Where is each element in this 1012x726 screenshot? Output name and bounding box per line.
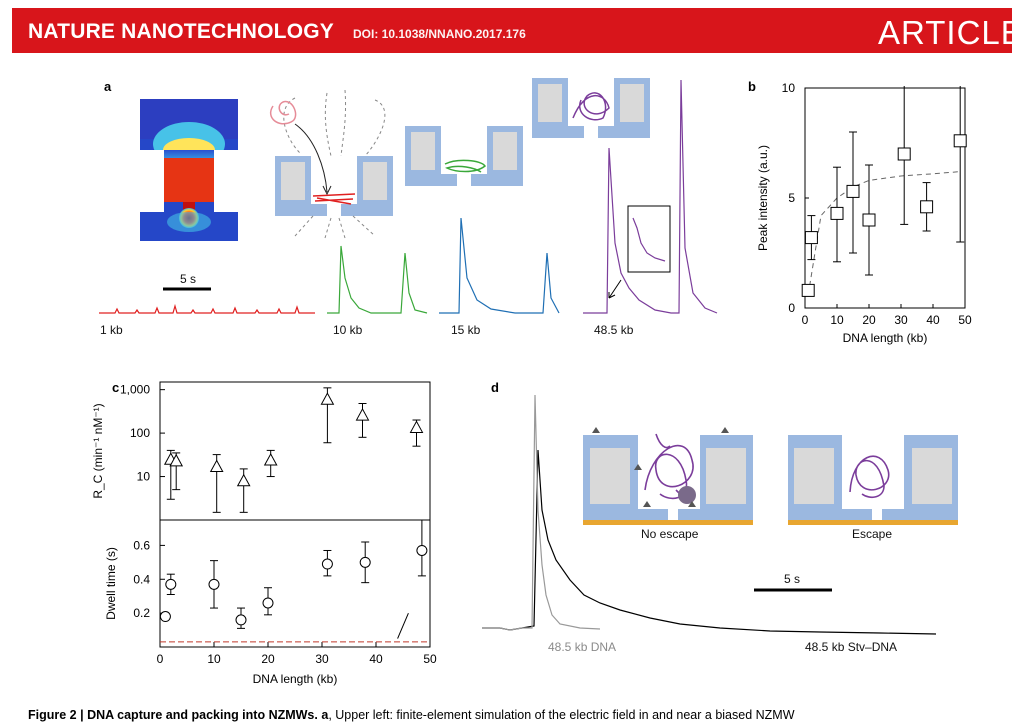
y-tick-label: 100	[130, 426, 150, 440]
trace-label-10kb: 10 kb	[333, 323, 363, 337]
x-tick-label: 0	[157, 652, 164, 666]
x-axis-label: DNA length (kb)	[253, 672, 338, 686]
panel-c-label: c	[112, 380, 120, 395]
data-point	[169, 453, 184, 467]
capture-schematic	[270, 89, 393, 239]
panel-a-figure	[99, 78, 718, 314]
data-point	[235, 614, 247, 626]
x-tick-label: 40	[926, 313, 940, 327]
x-tick-label: 0	[802, 313, 809, 327]
data-point	[355, 408, 370, 421]
data-point	[359, 556, 371, 568]
data-point	[830, 206, 844, 220]
x-tick-label: 30	[315, 652, 329, 666]
escape-schematic	[788, 435, 958, 525]
caption-panel: a	[321, 708, 329, 722]
trace-dna	[482, 394, 601, 631]
trace-15kb	[439, 217, 560, 314]
panel-d-label: d	[491, 380, 499, 395]
y-tick-label: 10	[782, 81, 796, 95]
trace-label-48kb: 48.5 kb	[594, 323, 634, 337]
y-axis-label: Peak intensity (a.u.)	[756, 145, 770, 251]
x-tick-label: 10	[830, 313, 844, 327]
y-tick-label: 0.2	[133, 606, 150, 620]
top-y-axis-label: R_C (min⁻¹ nM⁻¹)	[91, 403, 105, 498]
y-tick-label: 5	[788, 191, 795, 205]
no-escape-schematic	[583, 427, 753, 525]
x-tick-label: 50	[423, 652, 437, 666]
baseline-arrow	[397, 612, 409, 639]
panel-d-scale-label: 5 s	[784, 572, 801, 586]
capture-dwell-chart: 10 100 1,000 R_C (min⁻¹ nM⁻¹) 0 10 20 30 40 50 0.2…	[91, 381, 437, 686]
x-tick-label: 20	[862, 313, 876, 327]
trace-label-stv-dna: 48.5 kb Stv–DNA	[805, 640, 898, 654]
data-point	[920, 200, 934, 214]
data-point	[320, 392, 335, 405]
caption-title: Figure 2 | DNA capture and packing into …	[28, 708, 318, 722]
panel-a-label: a	[104, 79, 112, 94]
data-point	[262, 597, 274, 609]
caption-text: , Upper left: finite-element simulation …	[328, 708, 795, 722]
doi: DOI: 10.1038/NNANO.2017.176	[353, 27, 526, 41]
trace-1kb	[99, 303, 315, 314]
journal-title: NATURE NANOTECHNOLOGY	[28, 20, 334, 43]
trace-10kb	[327, 245, 428, 314]
bottom-y-axis-label: Dwell time (s)	[104, 547, 118, 620]
data-point	[321, 558, 333, 570]
x-tick-label: 40	[369, 652, 383, 666]
panel-b-label: b	[748, 79, 756, 94]
y-tick-label: 0	[788, 301, 795, 315]
plot-frame	[159, 381, 431, 648]
trace-48kb	[583, 79, 718, 314]
data-point	[416, 544, 428, 556]
y-tick-label: 0.6	[133, 538, 150, 552]
trace-label-1kb: 1 kb	[100, 323, 123, 337]
data-point	[209, 459, 224, 473]
data-point	[263, 452, 278, 466]
data-point	[801, 283, 815, 297]
data-point	[165, 578, 177, 590]
data-point	[208, 578, 220, 590]
partial-packing-schematic	[405, 126, 523, 186]
scenario-escape: Escape	[852, 527, 893, 541]
trace-label-15kb: 15 kb	[451, 323, 481, 337]
y-tick-label: 0.4	[133, 572, 150, 586]
section-title: ARTICLES	[878, 14, 1012, 51]
scenario-no-escape: No escape	[641, 527, 699, 541]
data-point	[409, 420, 424, 433]
trace-label-dna: 48.5 kb DNA	[548, 640, 617, 654]
y-tick-label: 1,000	[120, 383, 150, 397]
x-axis-label: DNA length (kb)	[843, 331, 928, 345]
fit-curve	[807, 171, 961, 295]
data-point	[897, 147, 911, 161]
data-point	[846, 184, 860, 198]
y-tick-label: 10	[137, 470, 151, 484]
panel-d-figure	[482, 394, 958, 635]
data-point	[236, 473, 251, 487]
data-point	[953, 134, 967, 148]
plot-frame	[804, 87, 966, 309]
field-simulation	[140, 99, 238, 241]
x-tick-label: 20	[261, 652, 275, 666]
x-tick-label: 10	[207, 652, 221, 666]
full-packing-schematic	[532, 78, 650, 138]
figure-caption: Figure 2 | DNA capture and packing into …	[28, 708, 795, 722]
x-tick-label: 50	[958, 313, 972, 327]
data-point	[862, 213, 876, 227]
x-tick-label: 30	[894, 313, 908, 327]
journal-header: NATURE NANOTECHNOLOGY DOI: 10.1038/NNANO…	[12, 8, 1012, 53]
peak-intensity-chart: 0 10 20 30 40 50 0 5 10 DNA length (kb) Peak inten…	[756, 81, 972, 345]
data-point	[804, 231, 818, 245]
panel-a-scale-label: 5 s	[180, 272, 197, 286]
data-point	[159, 611, 171, 623]
